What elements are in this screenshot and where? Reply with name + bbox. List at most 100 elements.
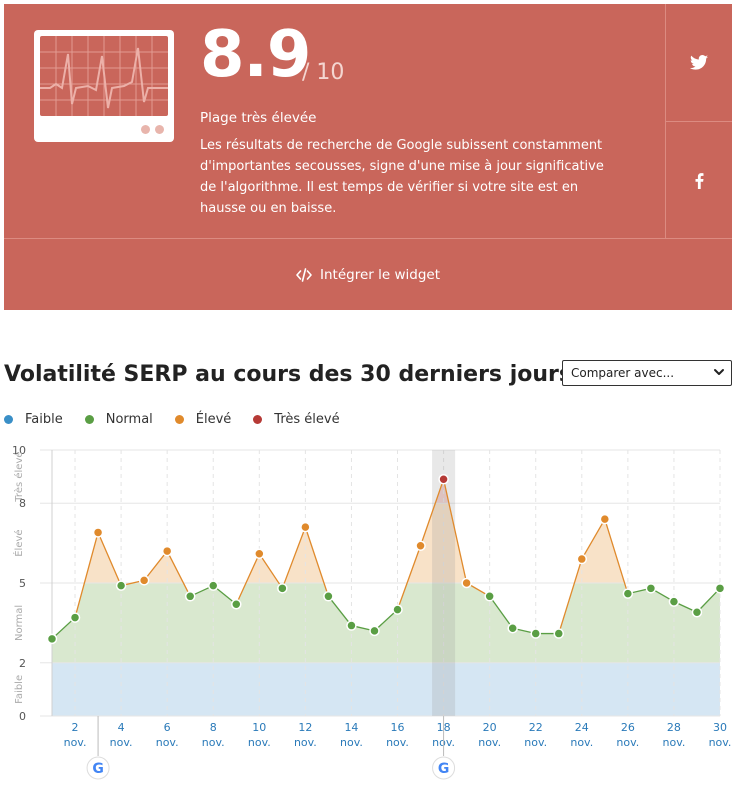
data-point	[576, 553, 588, 565]
x-tick-month: nov.	[386, 736, 409, 749]
data-point	[415, 540, 426, 552]
series-line-segment	[143, 550, 168, 581]
google-icon	[432, 756, 456, 780]
x-tick-day: 4	[118, 721, 125, 734]
embed-widget-label: Intégrer le widget	[320, 266, 440, 283]
google-icon	[86, 756, 110, 780]
y-tick-label: 8	[19, 497, 26, 510]
twitter-share-button[interactable]	[666, 4, 732, 121]
series-line-segment	[489, 595, 514, 629]
data-point	[507, 622, 518, 634]
band-label: Très élevé	[13, 451, 25, 502]
legend-item[interactable]: Très élevé	[253, 412, 340, 427]
highlight-column	[432, 450, 456, 716]
x-tick-day: 16	[391, 721, 405, 734]
monitor-illustration	[34, 30, 174, 142]
legend-marker	[174, 415, 184, 424]
chart-legend: Faible Normal Élevé Très élevé	[4, 412, 340, 427]
legend-item[interactable]: Faible	[4, 412, 63, 427]
legend-label: Faible	[25, 412, 63, 427]
data-point	[714, 583, 726, 594]
y-tick-label: 10	[12, 444, 26, 457]
x-tick-month: nov.	[340, 736, 363, 749]
facebook-icon	[695, 172, 703, 189]
legend-item[interactable]: Élevé	[174, 412, 232, 427]
x-tick-day: 22	[529, 721, 543, 734]
data-point	[69, 612, 81, 623]
x-tick-month: nov.	[709, 736, 732, 749]
area-very-high	[435, 479, 449, 504]
x-tick-month: nov.	[663, 736, 686, 749]
data-point	[438, 474, 449, 485]
data-point	[184, 591, 196, 602]
x-tick-day: 26	[621, 721, 635, 734]
band-label: Normal	[14, 605, 25, 641]
x-tick-month: nov.	[294, 736, 317, 749]
legend-marker	[84, 415, 94, 424]
series-line-segment	[97, 532, 122, 586]
data-point	[254, 548, 265, 559]
y-tick-label: 2	[19, 657, 26, 670]
data-point	[161, 545, 173, 557]
x-tick-month: nov.	[248, 736, 271, 749]
compare-dropdown[interactable]: Comparer avec...	[562, 360, 732, 386]
x-tick-day: 14	[344, 721, 358, 734]
data-point	[461, 577, 472, 589]
x-tick-day: 20	[483, 721, 497, 734]
x-tick-month: nov.	[478, 736, 501, 749]
band-label: Faible	[14, 675, 25, 704]
embed-widget-button[interactable]: Intégrer le widget	[4, 239, 732, 310]
series-line-segment	[396, 545, 422, 610]
series-line-segment	[258, 553, 283, 589]
legend-marker	[253, 415, 263, 424]
data-point	[207, 580, 219, 591]
google-icon-letter: G	[438, 761, 450, 777]
x-tick-day: 24	[575, 721, 589, 734]
series-line-segment	[281, 526, 306, 589]
x-tick-month: nov.	[616, 736, 639, 749]
legend-item[interactable]: Normal	[84, 412, 153, 427]
y-tick-label: 5	[19, 577, 26, 590]
data-point	[622, 588, 634, 599]
data-point	[231, 599, 242, 610]
monitor-screen	[40, 36, 168, 116]
series-line-segment	[442, 479, 468, 584]
data-point	[138, 575, 150, 586]
data-point	[691, 607, 703, 618]
data-point	[46, 633, 58, 645]
series-line-segment	[327, 595, 352, 626]
band-faible	[52, 662, 720, 716]
divider	[665, 121, 732, 122]
range-label: Plage très élevée	[200, 110, 317, 126]
x-tick-day: 12	[298, 721, 312, 734]
compare-dropdown-label: Comparer avec...	[571, 366, 675, 380]
band-label: Élevé	[12, 529, 25, 556]
data-point	[599, 513, 611, 525]
data-point	[323, 591, 334, 602]
series-line-segment	[304, 526, 330, 597]
led-indicator	[155, 125, 164, 134]
data-point	[300, 521, 311, 533]
volatility-banner: 8.9 / 10 Plage très élevée Les résultats…	[4, 4, 732, 310]
data-point	[645, 583, 657, 594]
area-normal	[52, 583, 720, 663]
y-tick-label: 0	[19, 710, 26, 723]
x-tick-day: 10	[252, 721, 266, 734]
heartbeat-graphic	[40, 36, 168, 116]
legend-label: Élevé	[195, 412, 232, 427]
legend-label: Très élevé	[274, 412, 340, 427]
data-point	[92, 527, 104, 538]
data-point	[115, 580, 127, 591]
chevron-down-icon	[714, 369, 724, 375]
x-tick-day: 8	[210, 721, 217, 734]
range-description: Les résultats de recherche de Google sub…	[200, 138, 604, 216]
code-icon	[296, 267, 312, 282]
x-tick-month: nov.	[110, 736, 133, 749]
data-point	[346, 620, 357, 631]
data-point	[484, 591, 495, 602]
data-point	[530, 628, 541, 639]
x-tick-month: nov.	[64, 736, 87, 749]
facebook-share-button[interactable]	[666, 122, 732, 239]
volatility-chart: 0 2 5 8 10 Faible Normal Élevé Très élevé 2 nov. 4 n…	[12, 444, 732, 780]
twitter-icon	[690, 55, 708, 70]
